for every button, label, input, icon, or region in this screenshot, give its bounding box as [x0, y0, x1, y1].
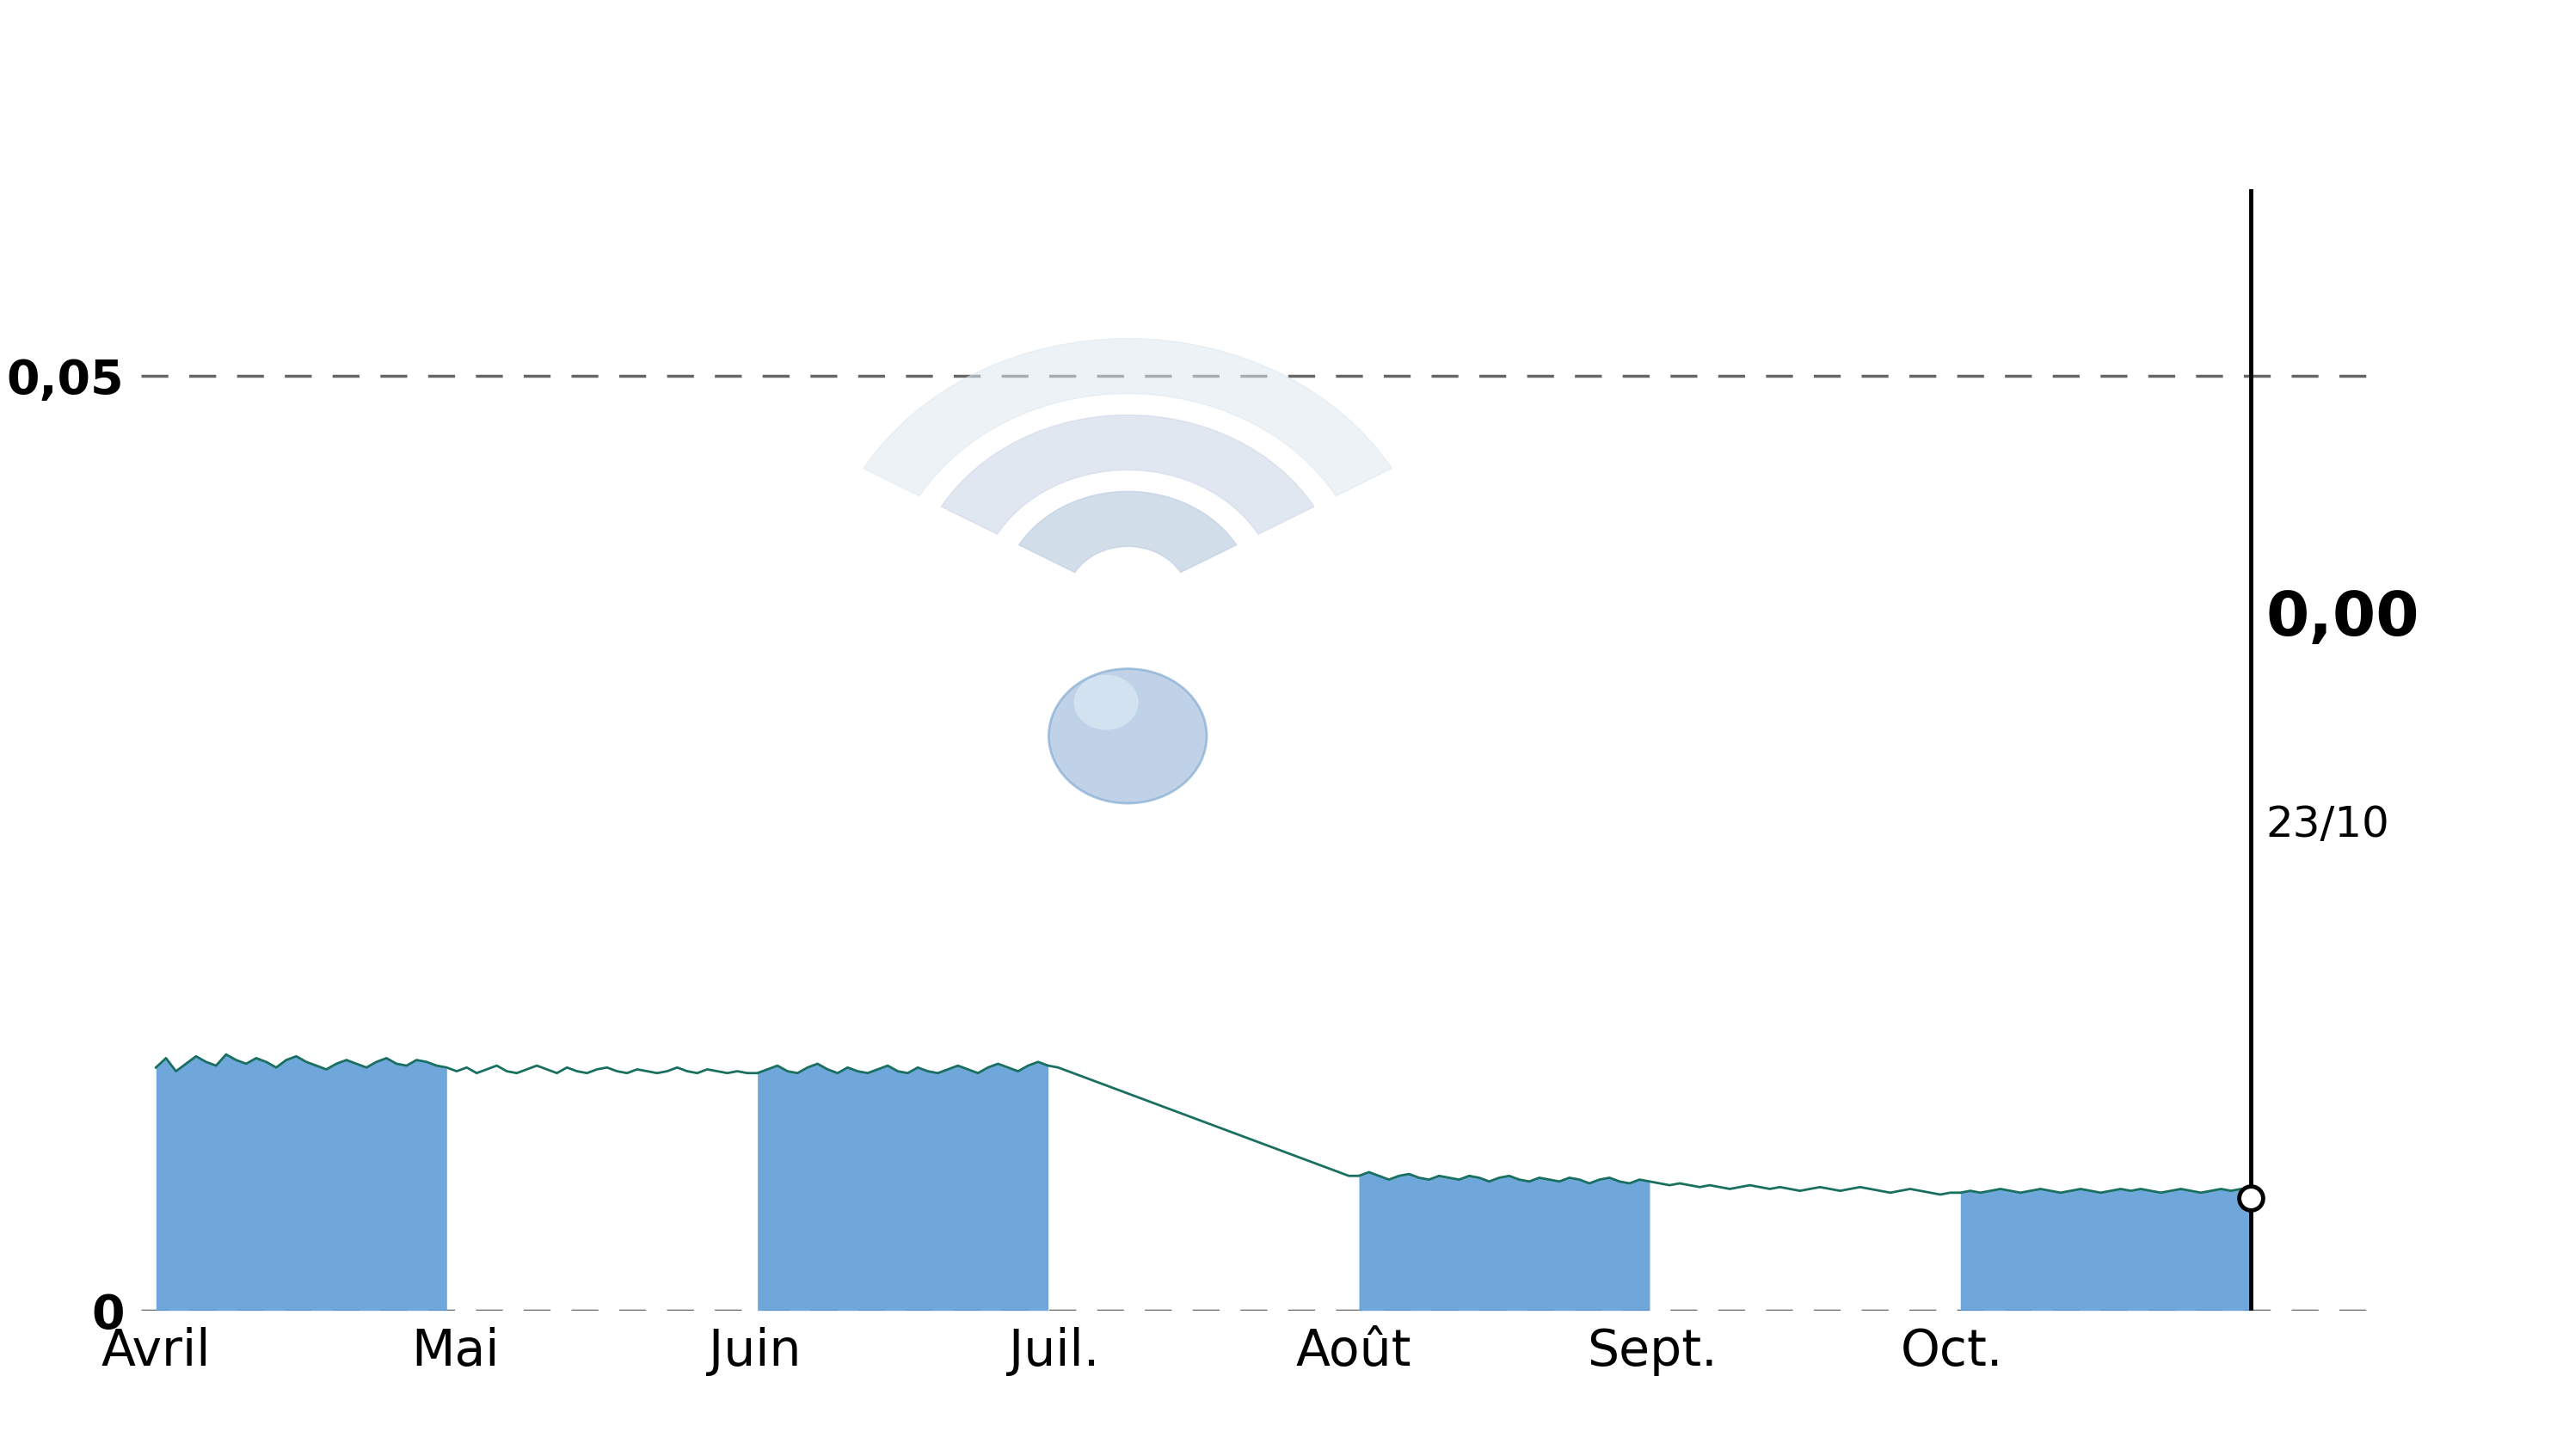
Text: DRONE VOLT: DRONE VOLT [977, 35, 1586, 118]
Circle shape [1048, 668, 1207, 804]
Circle shape [1074, 676, 1138, 729]
Text: 23/10: 23/10 [2266, 804, 2389, 846]
Text: 0,00: 0,00 [2266, 590, 2419, 649]
Wedge shape [1020, 491, 1235, 572]
Wedge shape [941, 415, 1315, 534]
Wedge shape [864, 338, 1392, 496]
